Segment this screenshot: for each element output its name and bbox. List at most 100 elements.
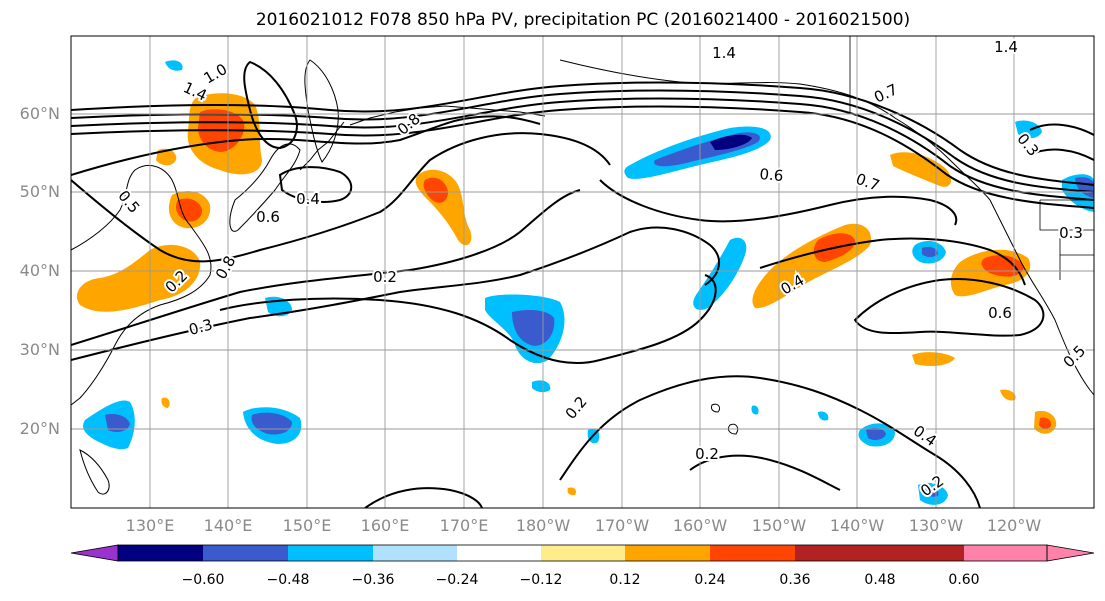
- precip-positive-area: [156, 148, 177, 166]
- colorbar-segment: [880, 545, 964, 561]
- figure-title: 2016021012 F078 850 hPa PV, precipitatio…: [256, 10, 910, 30]
- colorbar-tick-labels: −0.60 −0.48 −0.36 −0.24 −0.12 0.12 0.24 …: [182, 572, 980, 588]
- lon-label: 170°W: [595, 516, 650, 535]
- colorbar-tick-label: 0.60: [948, 572, 979, 588]
- contour-label: 0.4: [296, 190, 320, 208]
- precip-negative-area: [818, 411, 829, 421]
- colorbar-segment: [795, 545, 880, 561]
- pv-contour: [759, 237, 1026, 286]
- map-frame: [70, 35, 1095, 509]
- pv-contour: [71, 105, 1094, 209]
- lon-label: 180°W: [516, 516, 571, 535]
- contour-label: 0.2: [695, 445, 719, 463]
- lon-label: 170°E: [440, 516, 489, 535]
- lat-label: 30°N: [20, 340, 60, 359]
- philippines-coastline: [79, 449, 110, 495]
- lat-label: 50°N: [20, 182, 60, 201]
- lat-label: 60°N: [20, 104, 60, 123]
- lon-label: 120°W: [987, 516, 1042, 535]
- precip-positive-core: [423, 177, 448, 203]
- precip-positive-area: [567, 487, 577, 496]
- lon-label: 140°E: [204, 516, 253, 535]
- kuril-coastline: [299, 121, 345, 171]
- latitude-labels: 60°N 50°N 40°N 30°N 20°N: [20, 104, 60, 438]
- colorbar-tick-label: −0.12: [520, 572, 563, 588]
- precip-negative-core: [105, 414, 130, 432]
- precip-negative-core: [922, 246, 938, 257]
- colorbar-segment: [288, 545, 373, 561]
- colorbar-segment: [710, 545, 795, 561]
- pv-contour: [599, 179, 958, 226]
- contour-label: 0.6: [988, 304, 1012, 322]
- lon-label: 160°W: [673, 516, 728, 535]
- pv-contour: [71, 115, 541, 176]
- colorbar-tick-label: −0.24: [436, 572, 479, 588]
- colorbar-min-extension: [70, 544, 119, 562]
- lon-label: 130°E: [126, 516, 175, 535]
- colorbar-tick-label: 0.12: [609, 572, 640, 588]
- colorbar-tick-label: 0.24: [694, 572, 725, 588]
- pv-contour: [71, 226, 720, 361]
- pv-contour: [689, 454, 841, 491]
- kamchatka-coastline: [304, 59, 339, 163]
- pv-contour: [71, 89, 1094, 193]
- lon-label: 150°E: [283, 516, 332, 535]
- alaska-coastline: [559, 59, 991, 201]
- contour-label: 0.6: [759, 165, 784, 185]
- precip-negative-core: [866, 427, 886, 441]
- precip-positive-area: [161, 397, 170, 408]
- colorbar-max-extension: [1046, 544, 1095, 562]
- precip-positive-core: [1039, 417, 1052, 429]
- contour-label: 0.6: [256, 208, 280, 226]
- pv-contour: [559, 375, 981, 508]
- pv-contour: [71, 97, 1094, 201]
- north-america-coastline: [989, 199, 1094, 396]
- asia-coastline: [71, 165, 212, 406]
- contour-label: 1.4: [712, 44, 736, 62]
- gridlines: [71, 36, 1094, 508]
- precip-negative-area: [165, 60, 183, 71]
- lon-label: 140°W: [830, 516, 885, 535]
- us-state-borders: [1039, 200, 1094, 280]
- contour-label: 0.2: [373, 268, 397, 286]
- precip-positive-area: [912, 352, 955, 366]
- colorbar-segment: [118, 545, 203, 561]
- lat-label: 20°N: [20, 419, 60, 438]
- colorbar-frame: [117, 544, 1048, 562]
- colorbar-segment: [457, 545, 541, 561]
- colorbar-tick-label: −0.60: [182, 572, 225, 588]
- precip-negative-core: [926, 487, 939, 497]
- colorbar-segment: [625, 545, 710, 561]
- colorbar-tick-label: 0.48: [864, 572, 895, 588]
- contour-label: 0.3: [1059, 224, 1083, 242]
- lat-label: 40°N: [20, 261, 60, 280]
- longitude-labels: 130°E 140°E 150°E 160°E 170°E 180°W 170°…: [126, 516, 1042, 535]
- aleutian-coastline: [349, 105, 546, 126]
- pv-contour: [243, 60, 298, 150]
- precip-positive-area: [76, 244, 201, 312]
- precip-positive-core: [176, 198, 202, 222]
- colorbar-tick-label: −0.48: [267, 572, 310, 588]
- map-panel: 1.4 1.4 1.0 1.4 0.8 0.6 0.4 0.6 0.7 0.7 …: [70, 35, 1095, 509]
- precip-negative-core: [512, 310, 555, 346]
- pv-contour: [364, 487, 483, 508]
- contour-label: 1.4: [994, 38, 1018, 56]
- colorbar: [70, 544, 1095, 562]
- pv-contour: [1029, 123, 1094, 136]
- precip-positive-area: [1000, 389, 1016, 401]
- colorbar-segment: [964, 545, 1047, 561]
- pv-contour: [71, 189, 581, 346]
- colorbar-segment: [373, 545, 457, 561]
- precip-negative-area: [693, 237, 747, 310]
- pv-contour: [71, 81, 1094, 186]
- colorbar-segment: [203, 545, 288, 561]
- pv-contour: [71, 132, 611, 263]
- political-borders: [849, 36, 1094, 280]
- pv-contour: [1029, 148, 1094, 161]
- precip-negative-area: [1015, 120, 1042, 139]
- precip-negative-area: [751, 405, 759, 415]
- precip-negative-core: [710, 134, 752, 150]
- precip-negative-core: [1075, 177, 1094, 198]
- colorbar-tick-label: −0.36: [352, 572, 395, 588]
